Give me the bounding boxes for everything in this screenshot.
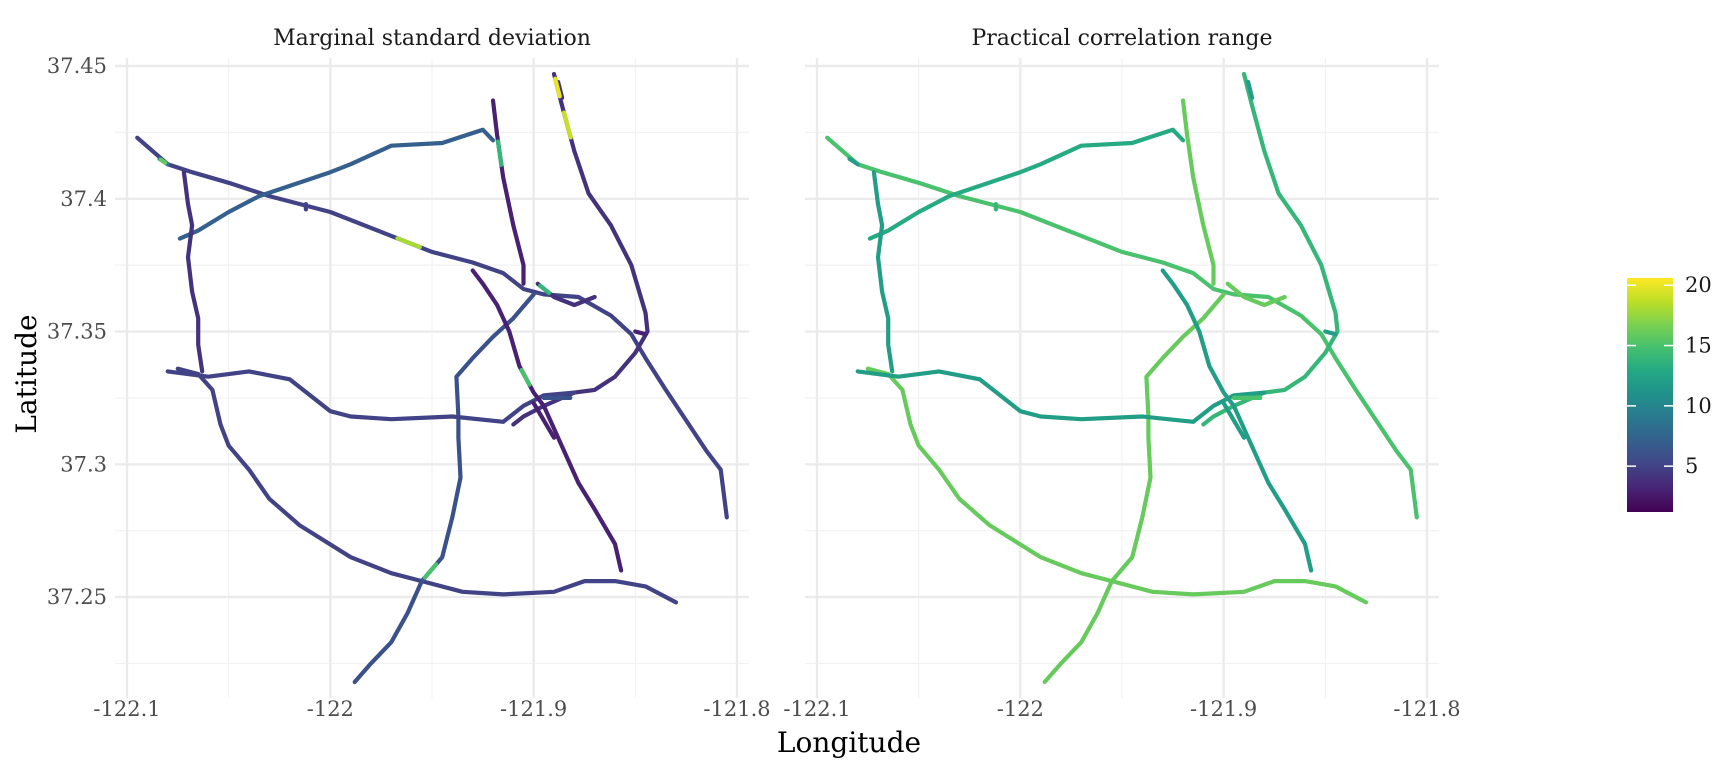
colorbar-ticks: 5 10 15 20	[1627, 273, 1712, 478]
road-sr87b	[470, 268, 624, 573]
grid-right	[805, 58, 1439, 698]
road-i280	[165, 369, 577, 424]
road-highlight	[561, 110, 573, 140]
y-axis-title: Latitude	[10, 314, 43, 433]
road-sr17	[352, 292, 536, 685]
y-tick-labels: 37.25 37.3 37.35 37.4 37.45	[47, 54, 107, 609]
x-tick-label: -122	[997, 697, 1044, 721]
road-highlight	[395, 236, 422, 250]
panel-correlation-range: -122.1 -122 -121.9 -121.8 Practical correla…	[783, 26, 1460, 721]
road-i880	[1180, 98, 1216, 286]
road-sr87	[1225, 281, 1287, 308]
y-tick-label: 37.3	[60, 452, 107, 476]
road-highlight	[495, 139, 504, 167]
y-tick-label: 37.4	[60, 187, 107, 211]
x-ticks-right: -122.1 -122 -121.9 -121.8	[783, 697, 1460, 721]
x-tick-label: -122.1	[93, 697, 160, 721]
colorbar-tick-label: 10	[1685, 394, 1712, 418]
y-tick-label: 37.35	[47, 320, 107, 344]
road-sr87b	[1160, 268, 1314, 573]
colorbar: 5 10 15 20	[1627, 273, 1712, 512]
panel-title-right: Practical correlation range	[971, 26, 1272, 51]
road-sr237	[867, 127, 1186, 241]
road-us101	[825, 135, 1419, 520]
x-tick-label: -121.9	[500, 697, 567, 721]
colorbar-tick-label: 5	[1685, 454, 1698, 478]
road-i280b	[181, 170, 205, 374]
road-stub3	[1246, 79, 1255, 100]
road-sr85	[865, 366, 1369, 605]
road-highlight	[158, 157, 168, 165]
road-sr237	[177, 127, 496, 241]
road-highlight	[519, 367, 532, 387]
colorbar-tick-label: 15	[1685, 334, 1712, 358]
road-stub4	[633, 329, 648, 337]
panel-title-left: Marginal standard deviation	[273, 26, 591, 51]
roads-right	[825, 71, 1419, 685]
road-highlight	[538, 283, 552, 296]
road-i280b	[871, 170, 895, 374]
x-tick-label: -121.8	[703, 697, 770, 721]
road-i680	[1201, 71, 1340, 427]
y-tick-label: 37.45	[47, 54, 107, 78]
road-i280	[855, 369, 1267, 424]
x-tick-label: -122	[307, 697, 354, 721]
road-i680	[511, 71, 650, 427]
road-stub1	[847, 156, 860, 167]
x-tick-label: -121.8	[1393, 697, 1460, 721]
colorbar-tick-label: 20	[1685, 273, 1712, 297]
x-tick-label: -121.9	[1190, 697, 1257, 721]
x-axis-title: Longitude	[777, 726, 921, 759]
road-sr85	[175, 366, 679, 605]
road-highlight	[422, 562, 439, 580]
road-sr82	[531, 401, 557, 440]
road-sr17	[1042, 292, 1226, 685]
grid-left	[115, 58, 749, 698]
colorbar-gradient	[1627, 278, 1673, 512]
road-us101	[135, 135, 729, 520]
road-sr82	[1221, 401, 1247, 440]
road-stub4	[1323, 329, 1338, 337]
road-highlight	[553, 76, 562, 99]
road-i880	[490, 98, 526, 286]
x-tick-label: -122.1	[783, 697, 850, 721]
x-ticks-left: -122.1 -122 -121.9 -121.8	[93, 697, 770, 721]
roads-left	[135, 71, 729, 685]
panel-marginal-sd: -122.1 -122 -121.9 -121.8 Marginal standard…	[93, 26, 770, 721]
y-tick-label: 37.25	[47, 585, 107, 609]
